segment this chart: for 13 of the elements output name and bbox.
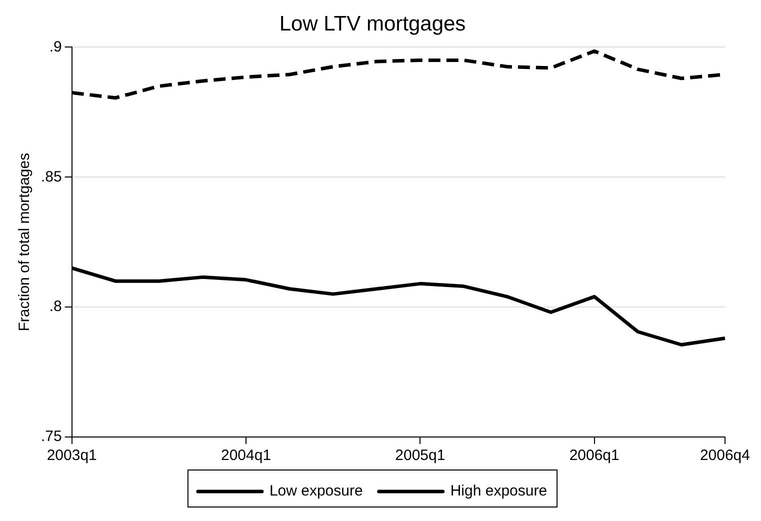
y-tick-label: .8 <box>49 298 62 316</box>
x-tick-label: 2004q1 <box>220 447 272 464</box>
x-tick-label: 2006q1 <box>569 447 620 464</box>
x-tick-label: 2006q4 <box>700 447 750 464</box>
y-tick-label: .85 <box>40 168 62 186</box>
x-tick-label: 2005q1 <box>395 447 446 464</box>
legend-label: Low exposure <box>269 482 363 500</box>
y-tick-label: .9 <box>49 38 62 56</box>
chart-title: Low LTV mortgages <box>279 12 466 36</box>
x-tick-label: 2003q1 <box>46 447 97 464</box>
legend-label: High exposure <box>450 482 548 500</box>
y-axis-title: Fraction of total mortgages <box>16 152 34 332</box>
y-tick-label: .75 <box>40 428 62 446</box>
